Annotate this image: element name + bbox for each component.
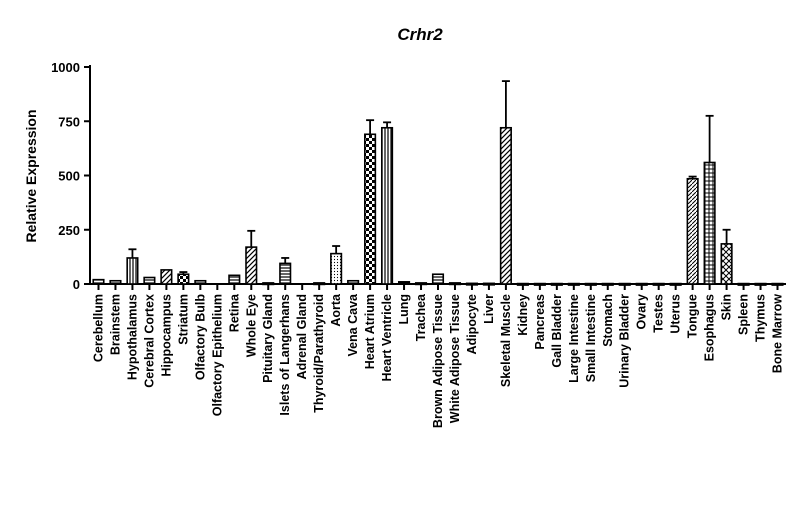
bar-8 <box>228 274 241 285</box>
x-tick-label: Vena Cava <box>346 293 360 357</box>
x-tick-label: Aorta <box>329 293 343 327</box>
x-tick-label: Thymus <box>754 294 768 342</box>
bar-0 <box>92 278 105 285</box>
x-tick-label: Adipocyte <box>465 294 479 354</box>
x-tick-label: Adrenal Gland <box>295 294 309 379</box>
bar-9 <box>245 246 258 285</box>
y-tick-label: 250 <box>58 223 80 238</box>
x-tick-label: Skin <box>720 294 734 320</box>
x-tick-label: Olfactory Bulb <box>193 294 207 380</box>
x-tick-label: Gall Bladder <box>550 294 564 368</box>
x-tick-label: Brown Adipose Tissue <box>431 294 445 428</box>
y-tick-label: 750 <box>58 114 80 129</box>
x-tick-label: Esophagus <box>703 294 717 361</box>
x-tick-label: Stomach <box>601 294 615 347</box>
bar-11 <box>279 262 292 285</box>
x-tick-label: Lung <box>397 294 411 325</box>
x-tick-label: Kidney <box>516 294 530 336</box>
x-tick-label: Trachea <box>414 293 428 341</box>
x-tick-label: Tongue <box>686 294 700 338</box>
x-tick-label: Skeletal Muscle <box>499 294 513 387</box>
x-tick-label: Urinary Bladder <box>618 294 632 388</box>
bar-6 <box>194 279 207 285</box>
x-tick-label: Bone Marrow <box>771 294 785 373</box>
x-tick-label: Heart Ventricle <box>380 294 394 382</box>
x-tick-label: Islets of Langerhans <box>278 294 292 416</box>
bar-20 <box>431 273 445 285</box>
bar-35 <box>686 177 699 285</box>
bar-3 <box>143 276 156 285</box>
x-tick-label: Small Intestine <box>584 294 598 382</box>
y-tick-label: 0 <box>73 277 80 292</box>
y-axis-label: Relative Expression <box>23 109 39 242</box>
x-tick-label: Olfactory Epithelium <box>210 294 224 416</box>
x-tick-label: Cerebellum <box>91 294 105 362</box>
y-tick-label: 500 <box>58 169 80 184</box>
bar-18 <box>397 281 411 285</box>
x-tick-label: Thyroid/Parathyroid <box>312 294 326 413</box>
x-tick-label: Whole Eye <box>244 294 258 357</box>
x-tick-label: Brainstem <box>108 294 122 355</box>
x-tick-label: Ovary <box>635 294 649 329</box>
x-tick-label: Large Intestine <box>567 294 581 383</box>
bar-1 <box>109 279 122 285</box>
bar-24 <box>499 126 512 285</box>
x-tick-label: Testes <box>652 294 666 333</box>
bar-17 <box>381 126 394 285</box>
x-tick-label: Spleen <box>737 294 751 335</box>
bar-37 <box>720 243 733 285</box>
bar-16 <box>364 133 377 285</box>
x-tick-label: Uterus <box>669 294 683 334</box>
bar-2 <box>126 257 139 285</box>
bar-14 <box>330 252 343 285</box>
x-tick-label: Heart Atrium <box>363 294 377 369</box>
x-tick-label: Pituitary Gland <box>261 294 275 383</box>
bar-4 <box>160 269 173 285</box>
bar-15 <box>347 279 360 285</box>
y-tick-label: 1000 <box>51 60 80 75</box>
x-tick-label: White Adipose Tissue <box>448 294 462 423</box>
x-tick-label: Liver <box>482 294 496 324</box>
x-tick-label: Cerebral Cortex <box>142 294 156 388</box>
x-tick-label: Striatum <box>176 294 190 345</box>
x-tick-label: Hippocampus <box>159 294 173 377</box>
bar-36 <box>703 161 716 285</box>
bar-5 <box>177 273 190 285</box>
plot-area: 0 250 500 750 1000 Cerebellum Brainstem Hypotha… <box>51 60 786 428</box>
x-tick-label: Retina <box>227 293 241 332</box>
x-tick-label: Pancreas <box>533 294 547 350</box>
x-tick-label: Hypothalamus <box>125 294 139 380</box>
chart-title: Crhr2 <box>397 25 443 44</box>
